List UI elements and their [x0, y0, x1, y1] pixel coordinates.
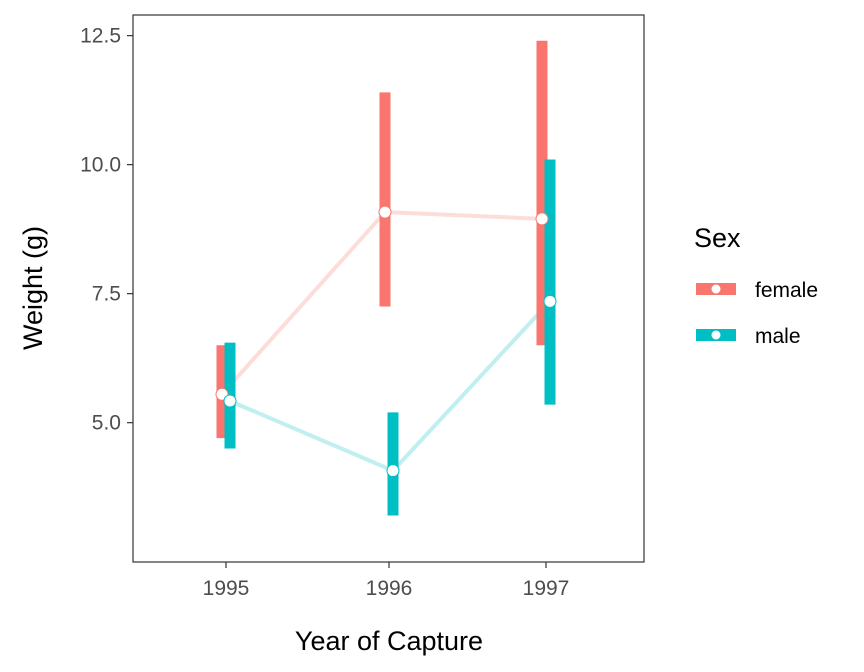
- x-tick-label: 1995: [203, 577, 250, 600]
- y-tick-label: 10.0: [80, 154, 121, 177]
- y-tick-label: 12.5: [80, 25, 121, 48]
- legend: Sex female male: [694, 223, 818, 348]
- legend-label-male: male: [755, 325, 801, 348]
- mean-point-female-1997: [535, 212, 549, 226]
- legend-key-point: [710, 283, 722, 295]
- y-tick-label: 7.5: [92, 283, 121, 306]
- legend-item-male: male: [696, 325, 801, 348]
- mean-point-female-1996: [378, 205, 392, 219]
- x-tick-label: 1997: [523, 577, 570, 600]
- y-axis: 5.0 7.5 10.0 12.5: [80, 25, 133, 435]
- legend-title: Sex: [694, 223, 741, 253]
- legend-item-female: female: [696, 279, 818, 302]
- mean-point-male-1996: [386, 464, 400, 478]
- mean-point-male-1995: [223, 394, 237, 408]
- y-tick-label: 5.0: [92, 412, 121, 435]
- legend-label-female: female: [755, 279, 818, 302]
- legend-key-point: [710, 329, 722, 341]
- x-axis: 1995 1996 1997: [203, 562, 570, 600]
- x-axis-title: Year of Capture: [295, 626, 483, 656]
- mean-point-male-1997: [543, 294, 557, 308]
- y-axis-title: Weight (g): [18, 226, 48, 350]
- plot-layer: [215, 40, 557, 516]
- x-tick-label: 1996: [366, 577, 413, 600]
